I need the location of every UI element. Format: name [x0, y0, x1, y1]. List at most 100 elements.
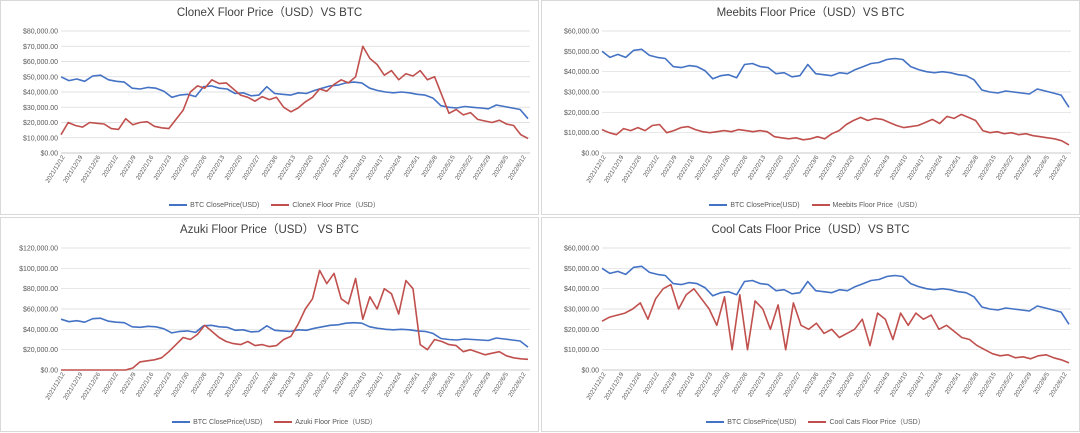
- x-tick-label: 2022/5/8: [961, 371, 980, 396]
- legend-swatch-btc: [172, 421, 191, 424]
- x-tick-label: 2022/1/9: [660, 154, 679, 179]
- y-tick-label: $10,000.00: [564, 130, 599, 137]
- x-tick-label: 2022/6/12: [507, 371, 528, 399]
- legend-label-btc: BTC ClosePrice(USD): [193, 419, 263, 426]
- azuki-chart: Azuki Floor Price（USD） VS BTC $0.00 $20,0…: [0, 217, 539, 432]
- x-tick-label: 2022/6/12: [507, 154, 528, 182]
- x-tick-label: 2022/3/6: [261, 154, 280, 179]
- y-tick-label: $20,000.00: [23, 347, 58, 354]
- meebits-chart: Meebits Floor Price（USD）VS BTC $0.00 $10,…: [541, 0, 1080, 215]
- y-tick-label: $0.00: [40, 368, 58, 375]
- x-tick-label: 2022/2/6: [731, 371, 750, 396]
- x-tick-label: 2022/4/3: [332, 154, 351, 179]
- y-tick-label: $30,000.00: [23, 105, 58, 112]
- btc-series-line: [601, 265, 1070, 325]
- x-tick-label: 2022/4/3: [873, 154, 892, 179]
- nft-series-line: [601, 113, 1070, 146]
- legend: BTC ClosePrice(USD) Cool Cats Floor Pric…: [542, 417, 1079, 427]
- x-tick-label: 2022/6/5: [1032, 371, 1051, 396]
- y-tick-label: $30,000.00: [564, 90, 599, 97]
- y-tick-label: $60,000.00: [23, 307, 58, 314]
- x-tick-label: 2022/4/24: [924, 371, 945, 399]
- x-tick-label: 2022/3/6: [261, 371, 280, 396]
- clonex-chart: CloneX Floor Price（USD）VS BTC $0.00 $10,0…: [0, 0, 539, 215]
- y-tick-label: $30,000.00: [564, 307, 599, 314]
- x-tick-label: 2022/3/27: [853, 154, 874, 182]
- x-tick-label: 2022/5/1: [403, 154, 422, 179]
- legend-label-btc: BTC ClosePrice(USD): [730, 202, 800, 209]
- x-tick-label: 2022/4/3: [873, 371, 892, 396]
- legend-swatch-btc: [169, 204, 188, 207]
- x-tick-label: 2022/2/6: [731, 154, 750, 179]
- y-tick-label: $10,000.00: [564, 347, 599, 354]
- y-tick-label: $40,000.00: [23, 90, 58, 97]
- x-tick-label: 2022/1/9: [119, 371, 138, 396]
- coolcats-plot: $0.00 $10,000.00 $20,000.00 $30,000.00 $40,0…: [564, 246, 1071, 401]
- x-tick-label: 2022/6/5: [491, 154, 510, 179]
- legend: BTC ClosePrice(USD) Azuki Floor Price（US…: [1, 417, 538, 427]
- x-tick-label: 2022/2/27: [241, 154, 262, 182]
- legend-swatch-btc: [709, 204, 728, 207]
- meebits-plot: $0.00 $10,000.00 $20,000.00 $30,000.00 $40,0…: [564, 29, 1071, 184]
- nft-series-line: [60, 45, 529, 140]
- x-tick-label: 2022/5/29: [472, 371, 493, 399]
- legend-label-btc: BTC ClosePrice(USD): [727, 419, 797, 426]
- y-tick-label: $10,000.00: [23, 135, 58, 142]
- x-tick-label: 2022/5/1: [403, 371, 422, 396]
- x-tick-label: 2022/1/2: [642, 371, 661, 396]
- x-tick-label: 2022/1/30: [170, 154, 191, 182]
- x-tick-label: 2022/4/3: [332, 371, 351, 396]
- y-tick-label: $120,000.00: [19, 246, 58, 253]
- legend: BTC ClosePrice(USD) Meebits Floor Price（…: [542, 200, 1079, 210]
- x-tick-label: 2022/5/29: [1013, 154, 1034, 182]
- y-tick-label: $40,000.00: [564, 69, 599, 76]
- azuki-plot: $0.00 $20,000.00 $40,000.00 $60,000.00 $80,0…: [19, 246, 530, 401]
- legend-swatch-nft: [808, 421, 827, 424]
- x-tick-label: 2022/2/6: [190, 154, 209, 179]
- y-tick-label: $20,000.00: [564, 327, 599, 334]
- x-tick-label: 2022/1/30: [711, 371, 732, 399]
- legend-swatch-nft: [274, 421, 293, 424]
- y-tick-label: $40,000.00: [23, 327, 58, 334]
- x-tick-label: 2022/1/30: [711, 154, 732, 182]
- legend-label-nft: Cool Cats Floor Price（USD）: [829, 419, 925, 426]
- y-tick-label: $80,000.00: [23, 29, 58, 36]
- y-tick-label: $0.00: [581, 151, 599, 158]
- x-tick-label: 2022/5/29: [1013, 371, 1034, 399]
- y-tick-label: $60,000.00: [23, 59, 58, 66]
- x-tick-label: 2022/5/1: [944, 154, 963, 179]
- y-tick-label: $80,000.00: [23, 286, 58, 293]
- legend-swatch-nft: [271, 204, 290, 207]
- nft-series-line: [61, 269, 529, 371]
- legend: BTC ClosePrice(USD) CloneX Floor Price（U…: [1, 200, 538, 210]
- x-tick-label: 2022/6/5: [1032, 154, 1051, 179]
- y-tick-label: $100,000.00: [19, 266, 58, 273]
- coolcats-chart: Cool Cats Floor Price（USD）VS BTC $0.00 $1…: [541, 217, 1080, 432]
- x-tick-label: 2022/2/6: [190, 371, 209, 396]
- x-tick-label: 2022/5/8: [420, 154, 439, 179]
- x-tick-label: 2022/3/27: [853, 371, 874, 399]
- legend-label-nft: CloneX Floor Price（USD）: [292, 202, 380, 209]
- chart-title: Cool Cats Floor Price（USD）VS BTC: [711, 224, 910, 236]
- x-tick-label: 2022/3/6: [802, 371, 821, 396]
- x-tick-label: 2022/2/27: [782, 371, 803, 399]
- chart-title: CloneX Floor Price（USD）VS BTC: [176, 7, 363, 19]
- x-tick-label: 2022/1/2: [101, 154, 120, 179]
- x-tick-label: 2022/3/27: [312, 154, 333, 182]
- btc-series-line: [60, 317, 529, 348]
- legend-swatch-nft: [811, 204, 830, 207]
- x-tick-label: 2022/5/29: [472, 154, 493, 182]
- clonex-plot: $0.00 $10,000.00 $20,000.00 $30,000.00 $40,0…: [23, 29, 530, 184]
- x-tick-label: 2022/2/27: [782, 154, 803, 182]
- legend-label-nft: Azuki Floor Price（USD）: [295, 419, 377, 426]
- legend-label-btc: BTC ClosePrice(USD): [190, 202, 260, 209]
- y-tick-label: $50,000.00: [564, 266, 599, 273]
- y-tick-label: $20,000.00: [23, 120, 58, 127]
- x-tick-label: 2022/6/12: [1048, 371, 1069, 399]
- legend-swatch-btc: [706, 421, 725, 424]
- legend-label-nft: Meebits Floor Price（USD）: [832, 202, 922, 209]
- x-tick-label: 2022/6/12: [1048, 154, 1069, 182]
- nft-series-line: [601, 283, 1070, 364]
- y-tick-label: $70,000.00: [23, 44, 58, 51]
